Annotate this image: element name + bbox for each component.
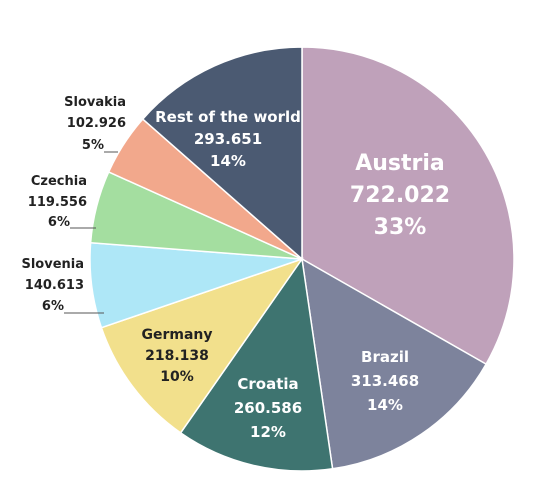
label-rest-percent: 14% bbox=[210, 152, 246, 170]
label-czechia-name: Czechia bbox=[31, 174, 87, 189]
label-brazil: Brazil 313.468 14% bbox=[351, 348, 419, 414]
label-brazil-percent: 14% bbox=[367, 396, 403, 414]
label-slovenia: Slovenia 140.613 6% bbox=[21, 257, 84, 314]
label-slovenia-value: 140.613 bbox=[25, 278, 84, 293]
label-rest-name: Rest of the world bbox=[155, 108, 301, 126]
label-croatia: Croatia 260.586 12% bbox=[234, 375, 302, 441]
pie-slice-rest-of-the-world bbox=[141, 46, 303, 261]
label-austria-name: Austria bbox=[355, 151, 445, 176]
label-austria: Austria 722.022 33% bbox=[350, 151, 450, 240]
label-slovenia-percent: 6% bbox=[42, 299, 64, 314]
label-brazil-name: Brazil bbox=[361, 348, 409, 366]
label-slovakia-name: Slovakia bbox=[64, 95, 126, 110]
leader-lines bbox=[64, 151, 118, 314]
label-croatia-value: 260.586 bbox=[234, 399, 302, 417]
pie-slice-croatia bbox=[179, 257, 334, 472]
pie-slice-brazil bbox=[301, 257, 488, 470]
label-czechia-percent: 6% bbox=[48, 215, 70, 230]
label-slovenia-name: Slovenia bbox=[21, 257, 84, 272]
label-brazil-value: 313.468 bbox=[351, 372, 419, 390]
label-slovakia: Slovakia 102.926 5% bbox=[64, 95, 126, 153]
label-croatia-percent: 12% bbox=[250, 423, 286, 441]
label-austria-value: 722.022 bbox=[350, 183, 450, 208]
label-germany-name: Germany bbox=[141, 327, 212, 343]
label-germany: Germany 218.138 10% bbox=[141, 327, 212, 385]
label-croatia-name: Croatia bbox=[237, 375, 298, 393]
label-germany-value: 218.138 bbox=[145, 348, 209, 364]
label-rest-of-the-world: Rest of the world 293.651 14% bbox=[155, 108, 301, 170]
pie-slice-austria bbox=[301, 46, 515, 366]
label-czechia: Czechia 119.556 6% bbox=[28, 174, 87, 230]
label-slovakia-percent: 5% bbox=[82, 138, 104, 153]
pie-slices bbox=[89, 46, 515, 472]
pie-slice-germany bbox=[100, 257, 304, 434]
label-rest-value: 293.651 bbox=[194, 130, 262, 148]
label-austria-percent: 33% bbox=[374, 215, 427, 240]
label-germany-percent: 10% bbox=[160, 369, 194, 385]
label-slovakia-value: 102.926 bbox=[67, 116, 126, 131]
label-czechia-value: 119.556 bbox=[28, 195, 87, 210]
